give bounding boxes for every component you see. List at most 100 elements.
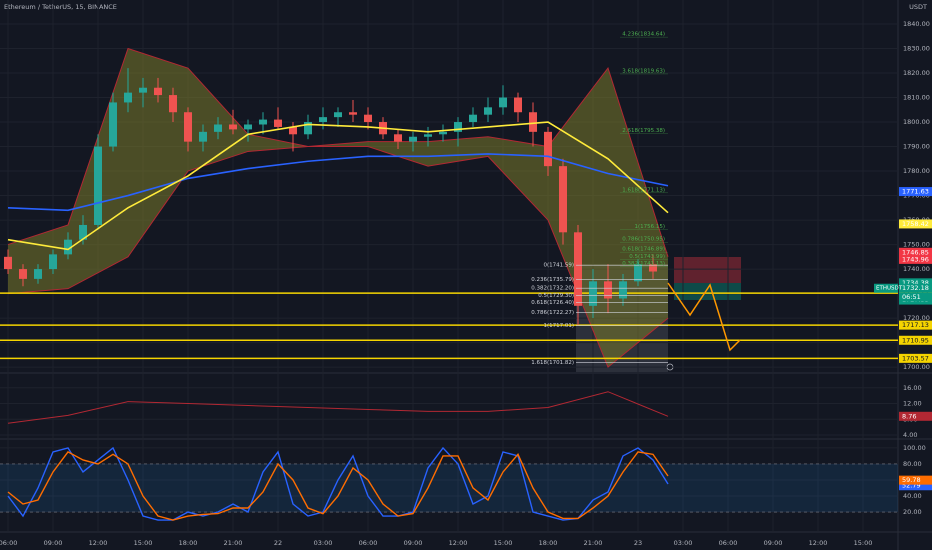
price-label: 1771.63 bbox=[902, 188, 929, 196]
x-tick-label: 23 bbox=[634, 539, 642, 547]
y-tick-label: 16.00 bbox=[903, 384, 922, 392]
y-tick-label: 1780.00 bbox=[903, 167, 930, 175]
candle-body bbox=[484, 107, 493, 115]
band-upper bbox=[7, 47, 669, 257]
price-label: 1732.18 bbox=[902, 284, 929, 292]
candle-body bbox=[348, 112, 357, 115]
volatility-label: 8.76 bbox=[902, 412, 916, 420]
price-label-bg bbox=[899, 278, 932, 288]
fib-label: 4.236(1834.64) bbox=[622, 32, 665, 38]
x-tick-label: 03:00 bbox=[314, 539, 333, 547]
stoch-label-bg bbox=[899, 475, 932, 485]
candle-body bbox=[363, 114, 372, 123]
level-label: 1710.95 bbox=[902, 336, 929, 344]
countdown: 06:51 bbox=[902, 293, 921, 301]
y-tick-label: 1720.00 bbox=[903, 314, 930, 322]
price-label: 1758.42 bbox=[902, 220, 929, 228]
candle-body bbox=[514, 97, 523, 113]
candle-body bbox=[243, 124, 252, 130]
x-tick-label: 21:00 bbox=[224, 539, 243, 547]
moving-average bbox=[7, 121, 669, 251]
candle-body bbox=[544, 131, 553, 167]
candle-body bbox=[393, 134, 402, 142]
x-tick-label: 18:00 bbox=[539, 539, 558, 547]
volatility-line bbox=[7, 391, 669, 424]
candle-body bbox=[469, 114, 478, 123]
candle-body bbox=[589, 281, 598, 306]
fib-label: 2.618(1795.38) bbox=[622, 128, 665, 134]
y-tick-label: 20.00 bbox=[903, 508, 922, 516]
target-zone bbox=[674, 283, 741, 300]
currency: USDT bbox=[909, 3, 927, 11]
fib-label: 0.618(1746.89) bbox=[622, 247, 665, 253]
candle-body bbox=[438, 131, 447, 135]
candle-body bbox=[168, 95, 177, 113]
fib-label: 1.618(1701.82) bbox=[531, 360, 574, 366]
y-tick-label: 1740.00 bbox=[903, 265, 930, 273]
price-label: 1734.38 bbox=[902, 279, 929, 287]
y-tick-label: 40.00 bbox=[903, 492, 922, 500]
y-tick-label: 100.00 bbox=[903, 444, 926, 452]
moving-average bbox=[7, 153, 669, 212]
stoch-label: 52.79 bbox=[902, 482, 921, 490]
y-tick-label: 4.00 bbox=[903, 431, 917, 439]
fib-label: 1(1717.01) bbox=[543, 323, 574, 329]
candle-body bbox=[198, 131, 207, 142]
candle-body bbox=[619, 281, 628, 299]
fib-label: 0.236(1735.79) bbox=[531, 277, 574, 283]
fib-label: 0.786(1750.95) bbox=[622, 237, 665, 243]
x-tick-label: 12:00 bbox=[89, 539, 108, 547]
stoch-line bbox=[7, 451, 669, 521]
x-tick-label: 15:00 bbox=[134, 539, 153, 547]
fib-label: 0.5(1729.30) bbox=[538, 293, 574, 299]
fib-label: 3.618(1819.63) bbox=[622, 68, 665, 74]
candle-body bbox=[63, 239, 72, 255]
candle-body bbox=[649, 264, 658, 272]
candle-body bbox=[333, 112, 342, 118]
x-tick-label: 03:00 bbox=[674, 539, 693, 547]
symbol-tag: ETHUSDT bbox=[876, 286, 903, 292]
candle-body bbox=[574, 232, 583, 306]
candle-body bbox=[33, 269, 42, 279]
x-tick-label: 21:00 bbox=[584, 539, 603, 547]
x-tick-label: 09:00 bbox=[44, 539, 63, 547]
stoch-label-bg bbox=[899, 481, 932, 491]
candle-body bbox=[303, 122, 312, 135]
candle-body bbox=[48, 254, 57, 270]
forecast-path bbox=[667, 282, 741, 352]
fib-label: 0.382(1741.13) bbox=[622, 261, 665, 267]
fib-label: 1(1756.15) bbox=[634, 224, 665, 230]
candle-body bbox=[499, 97, 508, 108]
candle-body bbox=[93, 146, 102, 225]
x-tick-label: 06:00 bbox=[0, 539, 17, 547]
level-label-bg bbox=[899, 320, 932, 330]
candle-body bbox=[454, 122, 463, 132]
y-tick-label: 1840.00 bbox=[903, 20, 930, 28]
candle-body bbox=[318, 117, 327, 123]
level-label: 1703.57 bbox=[902, 354, 929, 362]
price-label-bg bbox=[899, 247, 932, 257]
price-label: 1746.85 bbox=[902, 248, 929, 256]
candle-body bbox=[213, 124, 222, 132]
candle-body bbox=[108, 102, 117, 147]
stoch-band bbox=[0, 463, 898, 513]
candle-body bbox=[408, 136, 417, 142]
candle-body bbox=[228, 124, 237, 130]
candle-body bbox=[123, 92, 132, 103]
x-tick-label: 09:00 bbox=[404, 539, 423, 547]
x-tick-label: 22 bbox=[274, 539, 282, 547]
chart-title: Ethereum / TetherUS, 15, BINANCE bbox=[4, 3, 117, 11]
candle-body bbox=[559, 166, 568, 233]
y-tick-label: 1700.00 bbox=[903, 363, 930, 371]
x-tick-label: 09:00 bbox=[764, 539, 783, 547]
y-tick-label: 12.00 bbox=[903, 400, 922, 408]
level-label-bg bbox=[899, 353, 932, 363]
fib-label: 1.618(1771.13) bbox=[622, 187, 665, 193]
candle-body bbox=[3, 256, 12, 270]
x-tick-label: 18:00 bbox=[179, 539, 198, 547]
countdown-bg bbox=[899, 292, 932, 302]
level-label: 1717.13 bbox=[902, 321, 929, 329]
fib-label: 0.5(1743.99) bbox=[629, 254, 665, 260]
price-label-bg bbox=[899, 283, 932, 293]
symbol-tag-bg bbox=[874, 283, 898, 293]
